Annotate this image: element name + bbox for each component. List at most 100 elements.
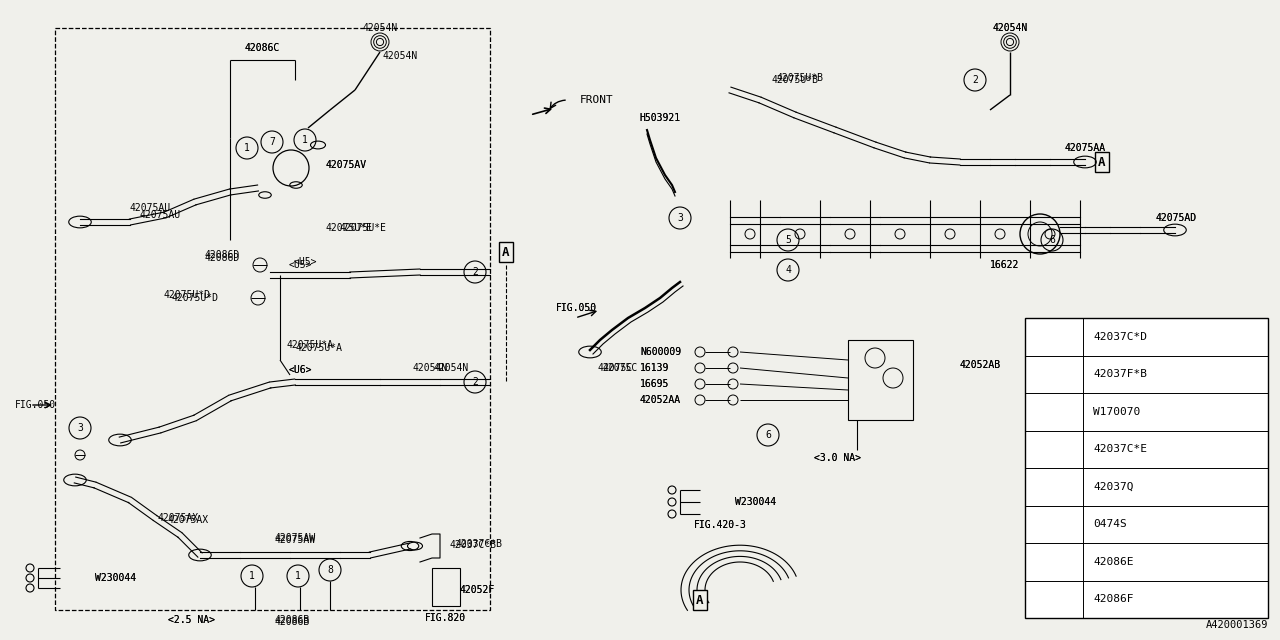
Text: 42054N: 42054N	[992, 23, 1028, 33]
Text: 42086F: 42086F	[1093, 595, 1134, 604]
Text: 42075AW: 42075AW	[274, 533, 316, 543]
Text: 42052F: 42052F	[460, 585, 494, 595]
Text: 4: 4	[785, 265, 791, 275]
Text: 3: 3	[1050, 407, 1056, 417]
Text: <3.0 NA>: <3.0 NA>	[814, 453, 861, 463]
Text: FIG.820: FIG.820	[425, 613, 466, 623]
Text: 42075AX: 42075AX	[166, 515, 209, 525]
Text: 3: 3	[77, 423, 83, 433]
Text: 42037C*B: 42037C*B	[454, 539, 502, 549]
Text: <U6>: <U6>	[288, 365, 312, 375]
Text: 42037F*B: 42037F*B	[1093, 369, 1147, 380]
Text: 16695: 16695	[640, 379, 669, 389]
Text: FRONT: FRONT	[580, 95, 613, 105]
Text: 6: 6	[1050, 235, 1055, 245]
Text: 2: 2	[472, 377, 477, 387]
Text: 2: 2	[1050, 369, 1056, 380]
Text: 16622: 16622	[991, 260, 1020, 270]
Bar	[433, 568, 460, 606]
Text: 6: 6	[1050, 519, 1056, 529]
Text: 42075C: 42075C	[598, 363, 632, 373]
Text: 42052AA: 42052AA	[640, 395, 681, 405]
Text: <U5>: <U5>	[293, 257, 316, 267]
Text: 1: 1	[302, 135, 308, 145]
Text: 2: 2	[472, 267, 477, 277]
Text: H503921: H503921	[640, 113, 681, 123]
Text: 1: 1	[250, 571, 255, 581]
Text: 42075C: 42075C	[603, 363, 637, 373]
Text: 42075U*B: 42075U*B	[777, 73, 823, 83]
Text: A: A	[502, 246, 509, 259]
Text: 42086D: 42086D	[205, 250, 241, 260]
Text: 5: 5	[1050, 482, 1056, 492]
Text: 42086D: 42086D	[205, 253, 241, 263]
Text: 42086B: 42086B	[274, 615, 310, 625]
Text: FIG.420-3: FIG.420-3	[694, 520, 746, 530]
Text: 1: 1	[1050, 332, 1056, 342]
Text: 8: 8	[1050, 595, 1056, 604]
Text: 42075AU: 42075AU	[129, 203, 170, 213]
Text: 42037C*E: 42037C*E	[1093, 444, 1147, 454]
Text: 2: 2	[972, 75, 978, 85]
Text: 42037C*B: 42037C*B	[451, 540, 497, 550]
Text: 42037C*D: 42037C*D	[1093, 332, 1147, 342]
Text: 6: 6	[765, 430, 771, 440]
Text: 42075AX: 42075AX	[157, 513, 198, 523]
Bar	[849, 340, 913, 420]
Text: W230044: W230044	[735, 497, 776, 507]
Text: 42075AA: 42075AA	[1065, 143, 1106, 153]
Text: W230044: W230044	[95, 573, 136, 583]
Text: 42075AV: 42075AV	[325, 160, 366, 170]
Text: 42075AU: 42075AU	[140, 210, 180, 220]
Text: FIG.050: FIG.050	[556, 303, 598, 313]
Text: 5: 5	[785, 235, 791, 245]
Text: 3: 3	[677, 213, 684, 223]
Text: W230044: W230044	[95, 573, 136, 583]
Text: 42052F: 42052F	[460, 585, 494, 595]
Text: 42086E: 42086E	[1093, 557, 1134, 567]
Text: 42052AB: 42052AB	[960, 360, 1001, 370]
Text: 42075U*D: 42075U*D	[172, 293, 218, 303]
Text: 42075U*D: 42075U*D	[163, 290, 210, 300]
Text: 7: 7	[269, 137, 275, 147]
Text: 42054N: 42054N	[433, 363, 468, 373]
Text: 42054N: 42054N	[362, 23, 398, 33]
Text: 42075U*E: 42075U*E	[340, 223, 387, 233]
Text: <2.5 NA>: <2.5 NA>	[169, 615, 215, 625]
Text: W170070: W170070	[1093, 407, 1140, 417]
Text: 42075AA: 42075AA	[1065, 143, 1106, 153]
Text: 16139: 16139	[640, 363, 669, 373]
Text: 42086B: 42086B	[274, 617, 310, 627]
Text: 42075AV: 42075AV	[325, 160, 366, 170]
Text: 42075AD: 42075AD	[1155, 213, 1196, 223]
Text: 1: 1	[244, 143, 250, 153]
Text: 8: 8	[328, 565, 333, 575]
Text: A: A	[696, 593, 704, 607]
Text: 42054N: 42054N	[412, 363, 448, 373]
Text: 42086C: 42086C	[244, 43, 279, 53]
Text: 16622: 16622	[991, 260, 1020, 270]
Text: <U6>: <U6>	[288, 365, 312, 375]
Text: H503921: H503921	[640, 113, 681, 123]
Text: FIG.050: FIG.050	[556, 303, 598, 313]
Text: 42086C: 42086C	[244, 43, 279, 53]
Text: 0474S: 0474S	[1093, 519, 1126, 529]
Text: 42037Q: 42037Q	[1093, 482, 1134, 492]
Text: 42075U*E: 42075U*E	[325, 223, 372, 233]
Text: 1: 1	[296, 571, 301, 581]
Text: A420001369: A420001369	[1206, 620, 1268, 630]
Bar	[1025, 318, 1268, 618]
Text: 42075U*A: 42075U*A	[294, 343, 342, 353]
Text: 42075U*B: 42075U*B	[772, 75, 818, 85]
Text: 42054N: 42054N	[992, 23, 1028, 33]
Text: FIG.050: FIG.050	[15, 400, 56, 410]
Text: FIG.820: FIG.820	[425, 613, 466, 623]
Text: 16695: 16695	[640, 379, 669, 389]
Text: 42075U*A: 42075U*A	[287, 340, 334, 350]
Text: 42054N: 42054N	[383, 51, 417, 61]
Text: 42075AD: 42075AD	[1155, 213, 1196, 223]
Text: A: A	[1098, 156, 1106, 168]
Text: W230044: W230044	[735, 497, 776, 507]
Text: 16139: 16139	[640, 363, 669, 373]
Text: 42075AW: 42075AW	[274, 535, 316, 545]
